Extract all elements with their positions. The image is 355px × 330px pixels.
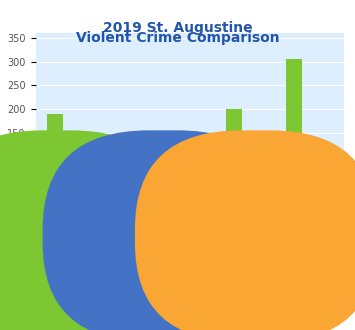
Bar (78, 157, 94, 205)
Text: All Violent Crime: All Violent Crime (33, 226, 109, 235)
Bar (242, 154, 257, 205)
Text: 2019 St. Augustine: 2019 St. Augustine (103, 21, 252, 35)
Bar (198, 157, 213, 205)
Text: Florida: Florida (185, 231, 220, 241)
Bar (317, 157, 332, 205)
Bar (122, 154, 138, 205)
Bar (48, 114, 63, 205)
Bar (182, 160, 198, 205)
Bar (167, 149, 182, 205)
Text: National: National (277, 231, 321, 241)
Text: © 2025 CityRating.com - https://www.cityrating.com/crime-statistics/: © 2025 CityRating.com - https://www.city… (45, 300, 310, 309)
Text: Violent Crime Comparison: Violent Crime Comparison (76, 31, 279, 45)
Bar (107, 139, 122, 205)
Bar (257, 157, 273, 205)
Bar (286, 59, 301, 205)
Bar (138, 157, 153, 205)
Bar (301, 160, 317, 205)
Text: Aggravated Assault: Aggravated Assault (205, 226, 294, 235)
Text: Robbery: Robbery (171, 226, 209, 235)
Bar (63, 157, 78, 205)
Text: St. Augustine: St. Augustine (78, 231, 148, 241)
Text: Compared to U.S. average. (U.S. average equals 100): Compared to U.S. average. (U.S. average … (46, 272, 309, 282)
Text: Rape: Rape (298, 226, 321, 235)
Bar (226, 109, 242, 205)
Text: Murder & Mans...: Murder & Mans... (92, 226, 169, 235)
